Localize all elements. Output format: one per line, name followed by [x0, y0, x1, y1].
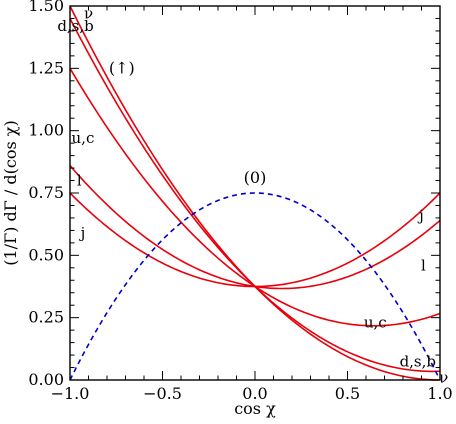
- x-axis-label: cos χ: [234, 399, 276, 418]
- x-tick-label: −0.5: [143, 384, 182, 403]
- curve-label-5: j: [417, 206, 424, 224]
- y-tick-label: 0.00: [28, 370, 64, 389]
- y-tick-label: 0.75: [28, 183, 64, 202]
- x-tick-label: 0.5: [335, 384, 360, 403]
- group-label-zero: (0): [244, 168, 267, 187]
- y-tick-label: 1.00: [28, 121, 64, 140]
- curves-layer: [69, 5, 441, 381]
- x-tick-label: 1.0: [427, 384, 452, 403]
- curve-label-2: u,c: [72, 129, 95, 147]
- y-tick-label: 1.50: [28, 0, 64, 15]
- group-label-up: (↑): [109, 58, 135, 77]
- x-tick-label: −1.0: [51, 384, 90, 403]
- y-tick-label: 1.25: [28, 58, 64, 77]
- curve-label-7: u,c: [364, 314, 387, 332]
- curve-label-0: ν: [84, 4, 93, 22]
- series-line-j-4: [69, 192, 441, 288]
- x-tick-label: 0.0: [242, 384, 267, 403]
- curve-label-1: d,s,b: [57, 17, 93, 35]
- y-tick-label: 0.25: [28, 308, 64, 327]
- curve-label-8: d,s,b: [400, 352, 436, 370]
- curve-label-4: j: [79, 224, 86, 242]
- ticks-layer: [69, 5, 441, 381]
- curve-label-9: ν: [439, 369, 448, 387]
- y-axis-label: (1/Γ) dΓ / d(cos χ): [1, 120, 20, 265]
- tick-labels-layer: −1.0 −0.5 0.0 0.5 1.0 0.00 0.25 0.50 0.75 1.00 1.2…: [28, 0, 452, 403]
- series-line-5: [69, 192, 441, 381]
- curve-label-6: l: [421, 256, 426, 274]
- curve-label-3: l: [77, 172, 82, 190]
- y-tick-label: 0.50: [28, 245, 64, 264]
